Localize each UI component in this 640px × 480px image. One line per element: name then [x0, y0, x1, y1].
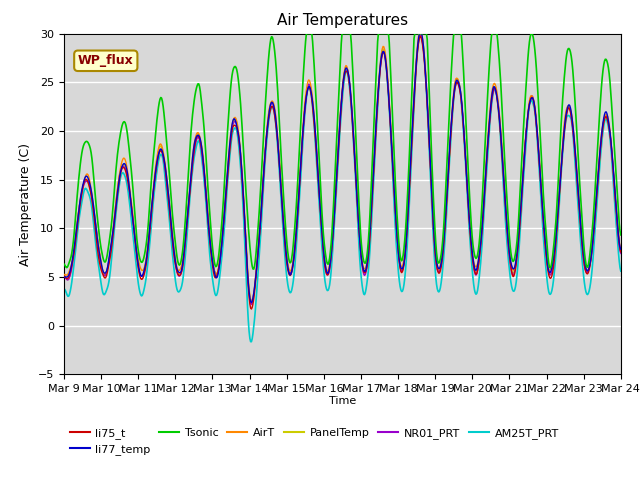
AirT	[411, 79, 419, 84]
PanelTemp	[417, 32, 424, 37]
li77_temp	[617, 246, 625, 252]
AM25T_PRT	[248, 339, 255, 345]
Line: AirT: AirT	[64, 34, 621, 301]
Tsonic	[250, 266, 257, 272]
PanelTemp	[127, 204, 135, 210]
PanelTemp	[70, 249, 78, 254]
Line: PanelTemp: PanelTemp	[64, 35, 621, 304]
AirT	[127, 199, 135, 204]
NR01_PRT	[214, 271, 221, 277]
AirT	[60, 272, 68, 277]
Tsonic	[70, 231, 78, 237]
li75_t	[248, 306, 255, 312]
AirT	[617, 248, 625, 253]
NR01_PRT	[60, 274, 68, 279]
li75_t	[214, 271, 221, 277]
Line: AM25T_PRT: AM25T_PRT	[64, 35, 621, 342]
NR01_PRT	[428, 194, 436, 200]
Legend: li75_t, li77_temp, Tsonic, AirT, PanelTemp, NR01_PRT, AM25T_PRT: li75_t, li77_temp, Tsonic, AirT, PanelTe…	[70, 428, 559, 455]
li77_temp	[428, 192, 436, 197]
AM25T_PRT	[417, 32, 424, 37]
li75_t	[617, 249, 625, 255]
AirT	[428, 189, 436, 195]
PanelTemp	[617, 248, 625, 254]
li75_t	[184, 212, 192, 217]
AM25T_PRT	[617, 268, 625, 274]
PanelTemp	[428, 192, 436, 198]
Tsonic	[617, 232, 625, 238]
AirT	[214, 271, 221, 276]
li75_t	[127, 204, 135, 209]
Tsonic	[214, 261, 221, 266]
Tsonic	[428, 158, 436, 164]
NR01_PRT	[417, 33, 424, 38]
AirT	[184, 209, 192, 215]
li77_temp	[184, 208, 192, 214]
NR01_PRT	[184, 210, 192, 216]
AM25T_PRT	[411, 88, 419, 94]
li77_temp	[60, 274, 68, 280]
NR01_PRT	[248, 301, 255, 307]
AM25T_PRT	[60, 286, 68, 292]
PanelTemp	[214, 270, 221, 276]
Line: NR01_PRT: NR01_PRT	[64, 36, 621, 304]
AM25T_PRT	[214, 290, 221, 296]
NR01_PRT	[617, 251, 625, 256]
Line: li75_t: li75_t	[64, 36, 621, 309]
li75_t	[411, 86, 419, 92]
Y-axis label: Air Temperature (C): Air Temperature (C)	[19, 143, 33, 265]
Title: Air Temperatures: Air Temperatures	[277, 13, 408, 28]
PanelTemp	[248, 301, 255, 307]
li77_temp	[248, 300, 255, 305]
li75_t	[417, 34, 424, 39]
li77_temp	[415, 31, 423, 36]
Line: Tsonic: Tsonic	[64, 34, 621, 269]
AM25T_PRT	[127, 217, 135, 223]
Line: li77_temp: li77_temp	[64, 34, 621, 302]
li77_temp	[214, 274, 221, 280]
X-axis label: Time: Time	[329, 396, 356, 406]
li77_temp	[70, 245, 78, 251]
li75_t	[60, 273, 68, 279]
li75_t	[70, 250, 78, 256]
Tsonic	[184, 178, 192, 184]
AirT	[248, 298, 255, 304]
Tsonic	[303, 31, 310, 36]
li77_temp	[411, 81, 419, 87]
Tsonic	[127, 168, 135, 174]
AM25T_PRT	[70, 261, 78, 266]
PanelTemp	[411, 82, 419, 87]
li77_temp	[127, 204, 135, 210]
Tsonic	[60, 261, 68, 267]
PanelTemp	[60, 272, 68, 278]
NR01_PRT	[127, 202, 135, 208]
Text: WP_flux: WP_flux	[78, 54, 134, 67]
PanelTemp	[184, 208, 192, 214]
AM25T_PRT	[184, 221, 192, 227]
AM25T_PRT	[428, 206, 436, 212]
AirT	[70, 246, 78, 252]
NR01_PRT	[411, 82, 419, 88]
Tsonic	[412, 31, 419, 36]
AirT	[415, 31, 423, 36]
NR01_PRT	[70, 248, 78, 253]
li75_t	[428, 192, 436, 198]
